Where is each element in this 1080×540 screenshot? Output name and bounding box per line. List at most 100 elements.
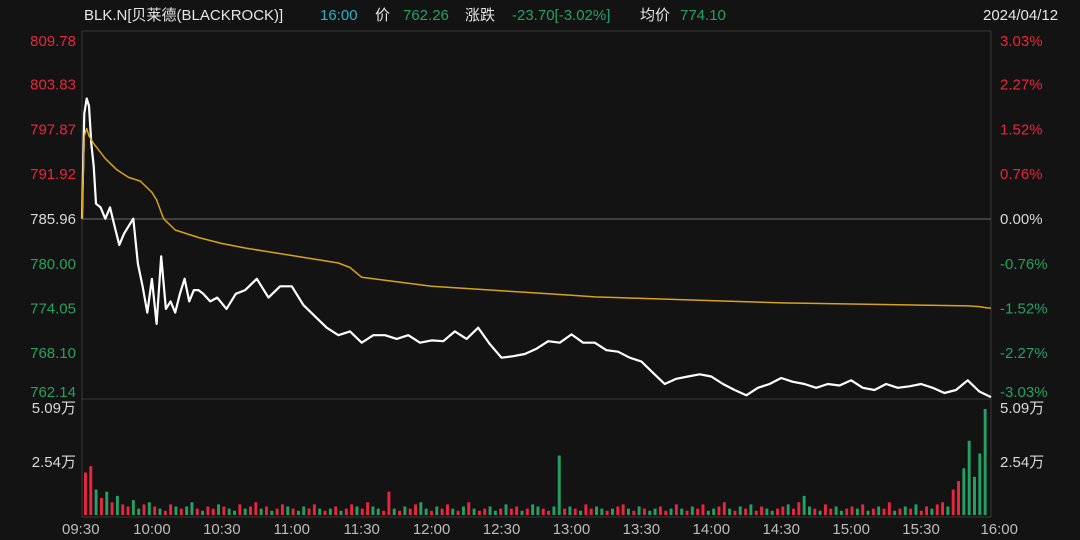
volume-bar xyxy=(302,506,306,515)
volume-bar xyxy=(451,508,455,515)
volume-bar xyxy=(829,508,833,515)
volume-bar xyxy=(211,508,215,515)
volume-bar xyxy=(722,502,726,515)
volume-bar xyxy=(238,504,242,515)
avg-value: 774.10 xyxy=(680,7,726,24)
y-tick-left: 780.00 xyxy=(30,256,76,273)
volume-bar xyxy=(483,508,487,515)
avg-caption: 均价 xyxy=(640,7,671,24)
volume-bar xyxy=(595,506,598,515)
volume-bar xyxy=(147,502,151,515)
volume-bar xyxy=(472,508,476,515)
volume-bar xyxy=(946,506,950,515)
volume-bar xyxy=(669,508,673,515)
volume-bar xyxy=(243,508,247,515)
volume-bar xyxy=(233,510,236,515)
volume-bar xyxy=(153,506,157,515)
volume-bar xyxy=(627,508,630,515)
volume-bar xyxy=(456,510,460,515)
volume-bar xyxy=(435,506,439,515)
volume-bar xyxy=(674,504,678,515)
price-line xyxy=(80,97,992,399)
volume-bar xyxy=(84,472,87,515)
volume-bar xyxy=(254,502,258,515)
x-tick: 15:30 xyxy=(902,521,940,538)
x-tick: 16:00 xyxy=(980,521,1018,538)
volume-bar xyxy=(547,510,551,515)
volume-bar xyxy=(552,506,556,515)
volume-bar xyxy=(270,510,274,515)
volume-bar xyxy=(871,508,875,515)
volume-bar xyxy=(115,495,119,515)
volume-bar xyxy=(823,504,827,515)
volume-bar xyxy=(685,510,689,515)
volume-bar xyxy=(919,510,923,515)
volume-bar xyxy=(861,504,865,515)
symbol-label: BLK.N[贝莱德(BLACKROCK)] xyxy=(84,7,284,24)
y-tick-right: 0.00% xyxy=(1000,211,1043,228)
y-tick-left: 762.14 xyxy=(30,384,76,401)
volume-bar xyxy=(376,508,380,515)
volume-bar xyxy=(227,508,231,515)
x-tick: 14:00 xyxy=(693,521,731,538)
y-tick-left: 809.78 xyxy=(30,33,76,50)
volume-bar xyxy=(360,508,364,515)
volume-bar xyxy=(99,498,103,515)
volume-bar xyxy=(701,504,705,515)
volume-bar xyxy=(206,506,210,515)
volume-bar xyxy=(259,508,263,515)
volume-bar xyxy=(249,506,252,515)
volume-bar xyxy=(792,508,795,515)
volume-bar xyxy=(195,508,199,515)
date-label: 2024/04/12 xyxy=(983,7,1059,24)
volume-bar xyxy=(179,508,183,515)
volume-bar xyxy=(307,508,311,515)
volume-bar xyxy=(941,502,945,515)
volume-bar xyxy=(403,506,407,515)
volume-bar xyxy=(531,504,535,515)
volume-bar xyxy=(589,508,593,515)
volume-bar xyxy=(222,506,226,515)
volume-bar xyxy=(925,506,929,515)
volume-bar xyxy=(121,504,125,515)
volume-bar xyxy=(983,408,987,515)
price-value: 762.26 xyxy=(403,7,449,24)
volume-bar xyxy=(499,508,503,515)
time-label: 16:00 xyxy=(320,7,358,24)
volume-bar xyxy=(893,510,897,515)
volume-bar xyxy=(866,510,870,515)
volume-bar xyxy=(371,506,375,515)
volume-bar xyxy=(754,510,758,515)
y-tick-left: 803.83 xyxy=(30,77,76,94)
volume-bar xyxy=(584,504,588,515)
volume-bar xyxy=(951,489,955,515)
volume-bar xyxy=(440,508,444,515)
volume-bar xyxy=(461,506,465,515)
volume-bar xyxy=(850,506,854,515)
volume-tick-left: 5.09万 xyxy=(32,400,76,417)
volume-bar xyxy=(664,510,668,515)
volume-bar xyxy=(632,510,636,515)
volume-bar xyxy=(839,510,843,515)
volume-bar xyxy=(690,506,694,515)
volume-bar xyxy=(525,508,529,515)
volume-bar xyxy=(275,508,279,515)
volume-bar xyxy=(909,508,913,515)
volume-bar xyxy=(658,506,662,515)
volume-tick-left: 2.54万 xyxy=(32,454,76,471)
volume-bar xyxy=(637,506,641,515)
y-tick-right: -1.52% xyxy=(1000,301,1048,318)
change-value: -23.70[-3.02%] xyxy=(512,7,611,24)
volume-bar xyxy=(680,508,684,515)
volume-bar xyxy=(967,440,971,515)
volume-bar xyxy=(733,510,737,515)
volume-bar xyxy=(89,466,93,515)
volume-bar xyxy=(504,504,508,515)
y-tick-right: -2.27% xyxy=(1000,345,1048,362)
y-tick-left: 791.92 xyxy=(30,166,76,183)
volume-bar xyxy=(903,506,907,515)
volume-bar xyxy=(126,506,130,515)
x-tick: 11:30 xyxy=(343,521,379,538)
volume-bar xyxy=(217,504,221,515)
volume-bar xyxy=(137,508,141,515)
